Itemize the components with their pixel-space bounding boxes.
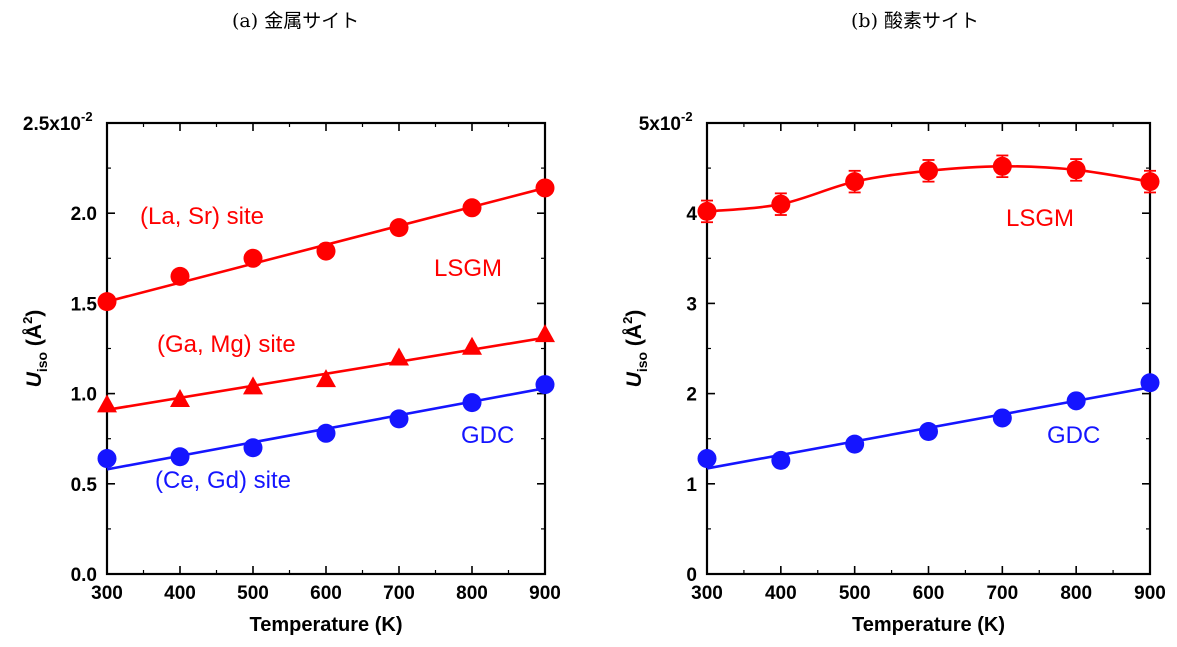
data-point [316, 241, 336, 261]
data-point [243, 376, 263, 395]
annotation-label: (La, Sr) site [140, 203, 264, 230]
x-tick-label: 700 [383, 583, 415, 604]
x-tick-label: 300 [91, 583, 123, 604]
data-point [992, 408, 1012, 428]
annotation-label: GDC [461, 422, 514, 449]
data-point [389, 409, 409, 429]
y-tick-label: 0 [686, 565, 697, 586]
data-point [170, 389, 190, 408]
x-tick-label: 400 [164, 583, 196, 604]
data-point [462, 198, 482, 218]
annotation-label: LSGM [1006, 205, 1074, 232]
panel-title-a: (a) 金属サイト [232, 10, 360, 32]
annotation-label: LSGM [434, 255, 502, 282]
x-tick-label: 600 [310, 583, 342, 604]
y-tick-label: 2.0 [71, 204, 97, 225]
series-0 [97, 178, 555, 312]
data-point [535, 375, 555, 395]
y-tick-label: 3 [686, 294, 697, 315]
data-point [697, 201, 717, 221]
chart-metal-site: 300 400 500 600 700 800 900 0.0 0.5 1.0 1.5 2.0 2.5x… [20, 109, 561, 636]
data-point [462, 336, 482, 355]
x-axis-label: Temperature (K) [250, 614, 403, 636]
data-point [97, 394, 117, 413]
x-axis-label: Temperature (K) [852, 614, 1005, 636]
data-point [845, 434, 865, 454]
y-axis-label: Uiso (Å2) [20, 310, 50, 388]
y-tick-label: 1.5 [71, 294, 98, 315]
y-tick-exponent: -2 [681, 109, 693, 124]
y-tick-label: 1.0 [71, 385, 97, 406]
data-point [243, 248, 263, 268]
series-1 [97, 324, 555, 413]
y-tick-label: 0.0 [71, 565, 97, 586]
data-point [462, 393, 482, 413]
data-point [389, 347, 409, 366]
data-point [243, 438, 263, 458]
series-2 [97, 375, 555, 471]
data-point [697, 449, 717, 469]
series-0 [697, 154, 1160, 224]
x-tick-label: 500 [237, 583, 269, 604]
x-tick-label: 500 [839, 583, 871, 604]
y-tick-label: 5x10 [639, 114, 681, 135]
data-point [170, 266, 190, 286]
data-point [1140, 172, 1160, 192]
data-point [1066, 391, 1086, 411]
y-tick-exponent: -2 [81, 109, 93, 124]
chart-oxygen-site: 300 400 500 600 700 800 900 0 1 2 3 4 5x10 -2 Temperat… [620, 109, 1166, 636]
y-tick-label: 2 [686, 385, 697, 406]
data-point [992, 156, 1012, 176]
x-tick-label: 800 [1060, 583, 1092, 604]
y-tick-label: 2.5x10 [23, 114, 81, 135]
annotation-label: GDC [1047, 422, 1100, 449]
y-tick-label: 0.5 [71, 475, 98, 496]
x-tick-label: 400 [765, 583, 797, 604]
x-tick-label: 300 [691, 583, 723, 604]
data-point [535, 178, 555, 198]
data-point [771, 450, 791, 470]
data-point [316, 369, 336, 388]
series-1 [697, 373, 1160, 470]
x-tick-label: 800 [456, 583, 488, 604]
data-point [1140, 373, 1160, 393]
data-point [97, 292, 117, 312]
data-point [170, 447, 190, 467]
panel-title-b: (b) 酸素サイト [851, 10, 980, 32]
y-tick-label: 4 [686, 204, 697, 225]
annotation-label: (Ga, Mg) site [157, 331, 296, 358]
data-point [845, 172, 865, 192]
plot-frame [705, 121, 1152, 576]
x-tick-label: 900 [1134, 583, 1166, 604]
data-point [316, 423, 336, 443]
x-tick-label: 600 [913, 583, 945, 604]
data-point [919, 421, 938, 441]
data-point [389, 218, 409, 238]
data-point [919, 161, 938, 181]
y-tick-label: 1 [686, 475, 697, 496]
x-tick-label: 900 [529, 583, 561, 604]
x-tick-label: 700 [986, 583, 1018, 604]
data-point [97, 449, 117, 469]
annotation-label: (Ce, Gd) site [155, 467, 291, 494]
y-axis-label: Uiso (Å2) [620, 310, 650, 388]
data-point [1066, 160, 1086, 180]
data-point [535, 324, 555, 343]
data-point [771, 194, 791, 214]
